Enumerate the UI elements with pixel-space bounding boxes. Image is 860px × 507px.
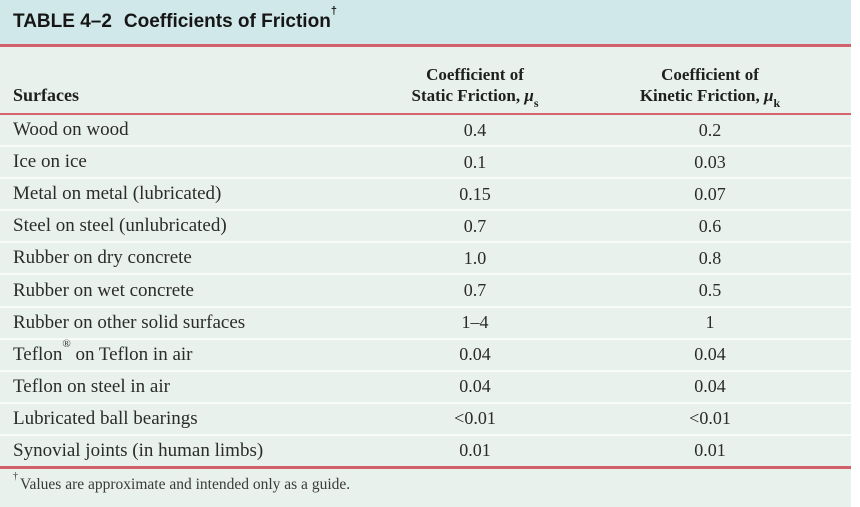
header-kinetic-line2: Kinetic Friction, μk <box>639 86 781 111</box>
surface-name: Rubber on wet concrete <box>13 279 194 301</box>
surface-name: Metal on metal (lubricated) <box>13 183 222 205</box>
static-friction-value: 0.1 <box>463 151 487 172</box>
table-row: Steel on steel (unlubricated) 0.7 0.6 <box>0 211 851 244</box>
surface-name: Steel on steel (unlubricated) <box>13 215 227 237</box>
surface-cell: Rubber on dry concrete <box>0 247 360 269</box>
rule-bottom <box>0 466 851 469</box>
table-row: Teflon on steel in air 0.04 0.04 <box>0 372 851 404</box>
table-row: Rubber on dry concrete 1.0 0.8 <box>0 243 851 276</box>
header-static-friction: Coefficient of Static Friction, μs <box>360 47 590 113</box>
static-friction-value: 1.0 <box>463 247 487 268</box>
static-friction-value: 0.15 <box>459 183 491 204</box>
table-title: Coefficients of Friction† <box>123 4 337 32</box>
table-row: Rubber on other solid surfaces 1–4 1 <box>0 308 851 340</box>
static-friction-value: 0.01 <box>459 440 491 461</box>
surface-name: Synovial joints (in human limbs) <box>13 439 264 461</box>
surface-name: Teflon on steel in air <box>13 375 170 397</box>
surface-cell: Steel on steel (unlubricated) <box>0 215 360 237</box>
mu-symbol: μ <box>524 86 534 105</box>
mu-subscript-s: s <box>533 96 539 111</box>
surface-name: Lubricated ball bearings <box>13 407 198 429</box>
kinetic-friction-value: 0.2 <box>698 119 722 140</box>
table-number: TABLE 4–2 <box>13 11 112 32</box>
static-friction-value: <0.01 <box>454 408 496 429</box>
table-row: Wood on wood 0.4 0.2 <box>0 115 851 148</box>
surface-name: Rubber on dry concrete <box>13 247 192 269</box>
footnote-dagger: † <box>13 470 18 482</box>
table-title-bar: TABLE 4–2 Coefficients of Friction† <box>0 0 851 44</box>
static-friction-value: 0.7 <box>463 280 487 301</box>
static-friction-value: 0.04 <box>459 344 491 365</box>
table-row: Lubricated ball bearings <0.01 <0.01 <box>0 404 851 436</box>
column-headers: Surfaces Coefficient of Static Friction,… <box>0 47 851 113</box>
header-kinetic-friction: Coefficient of Kinetic Friction, μk <box>590 47 830 113</box>
table-row: Teflon® on Teflon in air 0.04 0.04 <box>0 339 851 372</box>
registered-mark: ® <box>62 338 71 351</box>
surface-name-rest: on Teflon in air <box>70 343 193 365</box>
header-static-line2: Static Friction, μs <box>411 86 539 111</box>
kinetic-friction-value: 0.03 <box>694 151 726 172</box>
table-footnote: † Values are approximate and intended onl… <box>0 469 851 507</box>
surface-cell: Ice on ice <box>0 151 360 173</box>
kinetic-friction-value: 0.8 <box>698 247 722 268</box>
surface-name: Ice on ice <box>13 151 87 173</box>
surface-cell: Rubber on wet concrete <box>0 280 360 302</box>
table-body: Wood on wood 0.4 0.2 Ice on ice 0.1 0.03… <box>0 115 851 466</box>
table-row: Ice on ice 0.1 0.03 <box>0 147 851 180</box>
surface-cell: Metal on metal (lubricated) <box>0 183 360 205</box>
static-friction-value: 0.04 <box>459 376 491 397</box>
table-row: Synovial joints (in human limbs) 0.01 0.… <box>0 436 851 466</box>
surface-name: Rubber on other solid surfaces <box>13 311 246 333</box>
kinetic-friction-value: 0.07 <box>694 183 726 204</box>
table-row: Rubber on wet concrete 0.7 0.5 <box>0 275 851 308</box>
static-friction-value: 0.4 <box>463 119 487 140</box>
header-surfaces: Surfaces <box>13 85 79 105</box>
rule-top <box>0 44 851 47</box>
surface-cell: Synovial joints (in human limbs) <box>0 440 360 462</box>
surface-cell: Teflon® on Teflon in air <box>0 339 360 366</box>
mu-symbol: μ <box>764 86 774 105</box>
title-dagger: † <box>330 4 337 17</box>
surface-name: Wood on wood <box>13 119 129 141</box>
kinetic-friction-value: 0.04 <box>694 344 726 365</box>
header-kinetic-line1: Coefficient of <box>661 65 759 84</box>
surface-name: Teflon <box>13 343 63 365</box>
kinetic-friction-value: 0.6 <box>698 215 722 236</box>
rule-under-header <box>0 113 851 115</box>
surface-cell: Lubricated ball bearings <box>0 408 360 430</box>
kinetic-friction-value: 1 <box>705 312 715 333</box>
surface-cell: Rubber on other solid surfaces <box>0 312 360 334</box>
surface-cell: Wood on wood <box>0 119 360 141</box>
static-friction-value: 1–4 <box>461 312 489 333</box>
kinetic-friction-value: <0.01 <box>689 408 731 429</box>
kinetic-friction-value: 0.01 <box>694 440 726 461</box>
static-friction-value: 0.7 <box>463 215 487 236</box>
footnote-text: Values are approximate and intended only… <box>20 476 351 493</box>
kinetic-friction-value: 0.04 <box>694 376 726 397</box>
kinetic-friction-value: 0.5 <box>698 280 722 301</box>
surface-cell: Teflon on steel in air <box>0 376 360 398</box>
table-row: Metal on metal (lubricated) 0.15 0.07 <box>0 179 851 212</box>
mu-subscript-k: k <box>773 96 781 111</box>
header-static-line1: Coefficient of <box>426 65 524 84</box>
